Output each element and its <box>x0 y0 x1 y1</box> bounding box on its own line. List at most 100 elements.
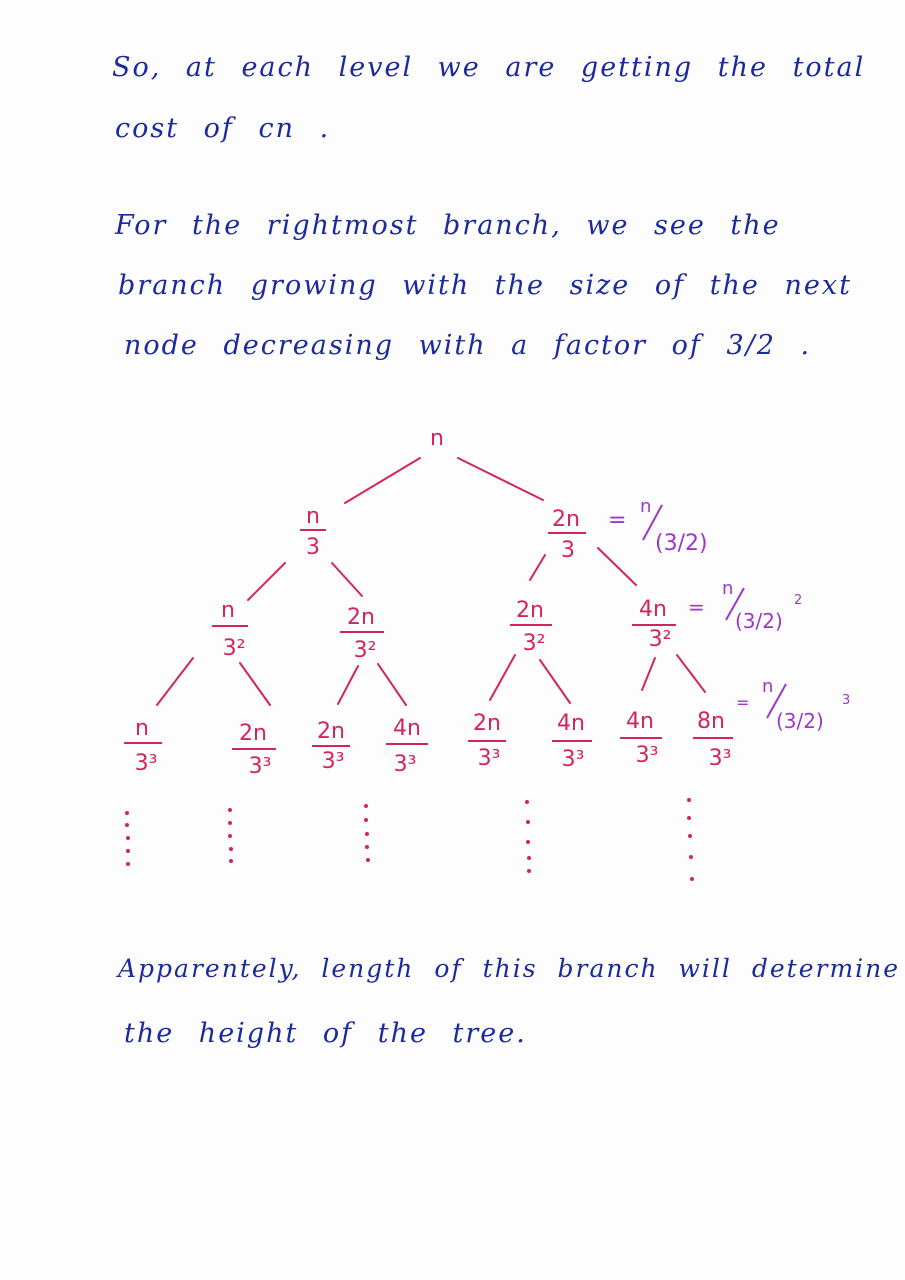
dot <box>525 800 529 804</box>
dot <box>228 808 232 812</box>
paragraph-1-line-2: cost of cn . <box>115 113 331 144</box>
tree-node-level2-2: 2n 3² <box>510 598 552 656</box>
equals-sign: = <box>736 693 749 712</box>
edge <box>489 654 516 701</box>
node-numerator: n <box>306 504 320 529</box>
edge <box>529 554 546 581</box>
node-numerator: 4n <box>557 711 585 736</box>
slash <box>642 504 663 541</box>
edge <box>247 562 286 601</box>
edge <box>457 457 544 501</box>
node-denominator: 3³ <box>322 749 345 774</box>
edge <box>641 657 656 691</box>
dot <box>126 849 130 853</box>
paragraph-2-line-1: For the rightmost branch, we see the <box>115 210 781 241</box>
node-denominator: 3² <box>223 636 246 661</box>
node-numerator: 4n <box>626 709 654 734</box>
annotation-exponent: 3 <box>842 693 850 708</box>
tree-node-level2-1: 2n 3² <box>340 605 384 663</box>
annotation-numerator: n <box>722 578 733 599</box>
node-numerator: 2n <box>239 721 267 746</box>
tree-node-level1-1: 2n 3 <box>548 507 586 563</box>
edge <box>331 562 363 597</box>
tree-node-level3-5: 4n 3³ <box>552 711 592 772</box>
annotation-level2: = n (3/2) 2 <box>688 578 802 633</box>
dot <box>526 840 530 844</box>
annotation-level3: = n (3/2) 3 <box>736 676 850 733</box>
dot <box>365 845 369 849</box>
tree-node-level1-0: n 3 <box>300 504 326 560</box>
tree-node-level3-7: 8n 3³ <box>693 709 733 771</box>
edge <box>597 547 637 586</box>
equals-sign: = <box>688 595 705 619</box>
node-denominator: 3² <box>354 638 377 663</box>
annotation-denominator: (3/2) <box>735 609 783 633</box>
node-denominator: 3² <box>649 627 672 652</box>
node-numerator: 4n <box>639 597 667 622</box>
paragraph-1-line-1: So, at each level we are getting the tot… <box>112 52 866 83</box>
dot <box>364 818 368 822</box>
annotation-exponent: 2 <box>794 593 802 608</box>
annotation-numerator: n <box>762 676 773 697</box>
node-denominator: 3³ <box>394 752 417 777</box>
annotation-numerator: n <box>640 496 651 517</box>
tree-node-level3-6: 4n 3³ <box>620 709 662 768</box>
edge <box>344 457 421 504</box>
node-numerator: 2n <box>516 598 544 623</box>
tree-node-level3-4: 2n 3³ <box>468 711 506 771</box>
slash <box>725 587 745 621</box>
slash <box>766 683 787 719</box>
dot <box>229 859 233 863</box>
node-numerator: 4n <box>393 716 421 741</box>
node-denominator: 3 <box>561 538 575 563</box>
dot <box>365 832 369 836</box>
dot <box>364 804 368 808</box>
node-denominator: 3³ <box>709 746 732 771</box>
dot <box>125 823 129 827</box>
tree-root: n <box>430 426 444 451</box>
node-numerator: 8n <box>697 709 725 734</box>
paragraph-2-line-2: branch growing with the size of the next <box>118 270 852 301</box>
tree-node-level2-3: 4n 3² <box>632 597 676 652</box>
paragraph-3-line-1: Apparentely, length of this branch will … <box>118 954 901 983</box>
node-numerator: 2n <box>552 507 580 532</box>
dot <box>228 834 232 838</box>
node-numerator: 2n <box>347 605 375 630</box>
node-denominator: 3³ <box>249 754 272 779</box>
dot <box>126 836 130 840</box>
edge <box>337 665 359 705</box>
tree-node-level3-1: 2n 3³ <box>232 721 276 779</box>
annotation-denominator: (3/2) <box>655 531 708 556</box>
edge <box>239 662 271 706</box>
continuation-dots <box>125 798 694 881</box>
tree-node-level3-3: 4n 3³ <box>386 716 428 777</box>
node-denominator: 3³ <box>135 751 158 776</box>
paragraph-3-line-2: the height of the tree. <box>124 1018 527 1049</box>
node-denominator: 3³ <box>562 747 585 772</box>
edge <box>377 663 407 706</box>
node-numerator: 2n <box>317 719 345 744</box>
dot <box>687 798 691 802</box>
dot <box>526 820 530 824</box>
dot <box>366 858 370 862</box>
paragraph-2-line-3: node decreasing with a factor of 3/2 . <box>124 330 812 361</box>
dot <box>689 855 693 859</box>
dot <box>125 811 129 815</box>
edge <box>676 654 706 693</box>
node-denominator: 3³ <box>478 746 501 771</box>
annotation-denominator: (3/2) <box>776 709 824 733</box>
dot <box>527 869 531 873</box>
dot <box>126 862 130 866</box>
dot <box>229 847 233 851</box>
tree-node-level3-0: n 3³ <box>124 716 162 776</box>
dot <box>687 816 691 820</box>
annotation-level1: = n (3/2) <box>608 496 708 556</box>
dot <box>688 834 692 838</box>
dot <box>690 877 694 881</box>
node-numerator: n <box>135 716 149 741</box>
node-denominator: 3² <box>523 631 546 656</box>
tree-node-level3-2: 2n 3³ <box>312 719 350 774</box>
node-denominator: 3³ <box>636 743 659 768</box>
node-numerator: 2n <box>473 711 501 736</box>
